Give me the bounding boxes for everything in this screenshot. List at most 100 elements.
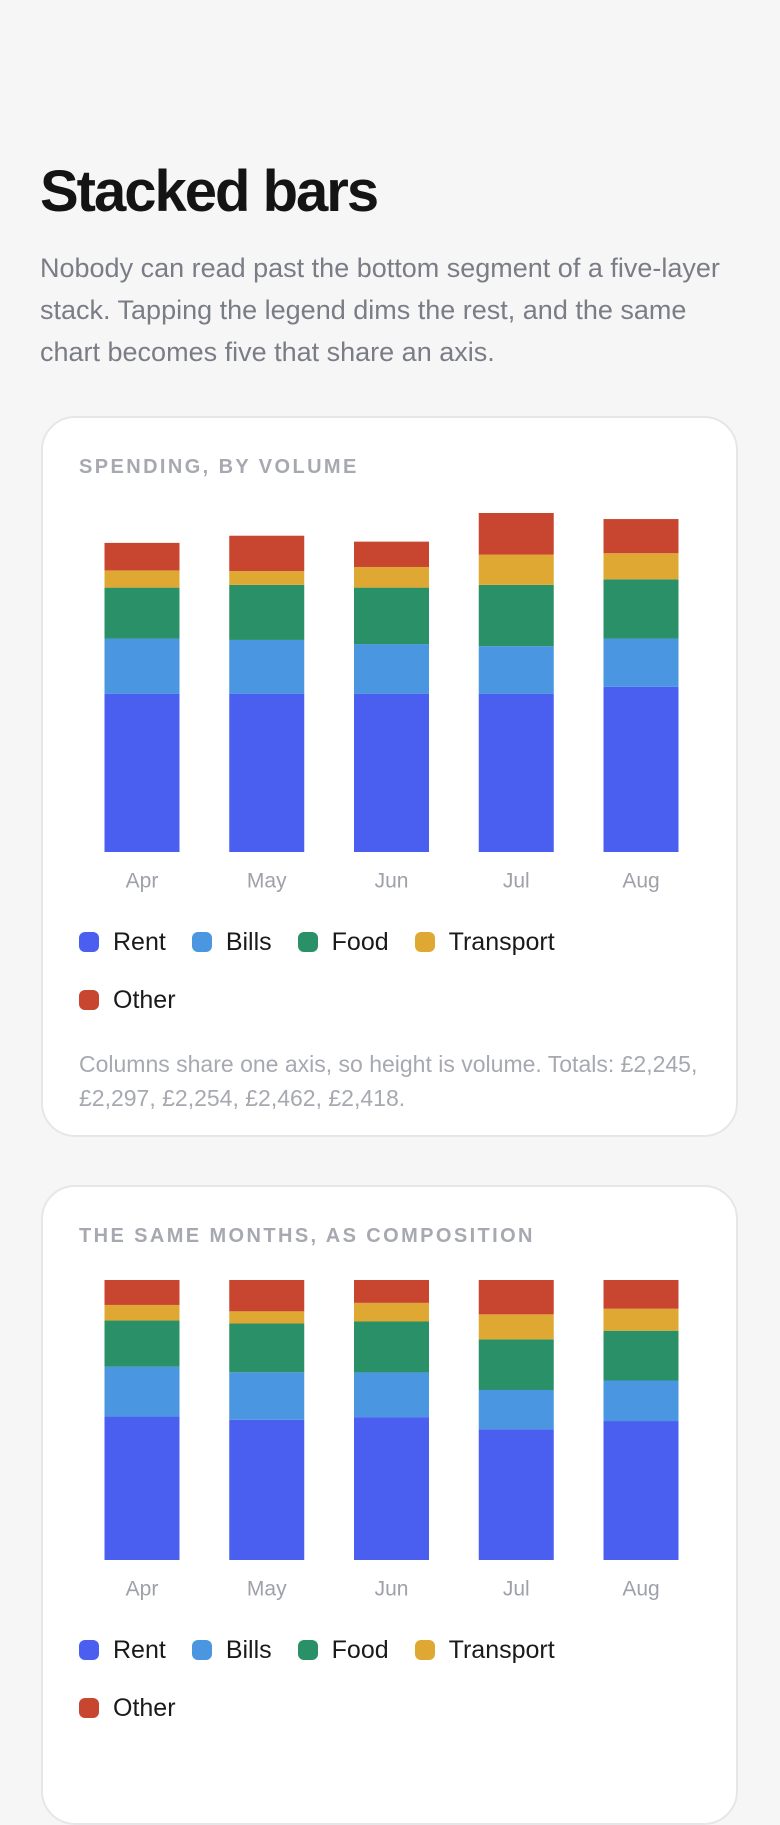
x-tick-label: Jul — [503, 870, 530, 893]
bar-segment — [603, 1280, 679, 1309]
legend-label: Rent — [113, 1635, 166, 1664]
bar-segment — [603, 519, 679, 554]
page-title: Stacked bars — [40, 159, 379, 224]
legend-swatch — [191, 1640, 212, 1660]
bar-segment — [229, 571, 305, 585]
legend-label: Other — [113, 985, 176, 1014]
legend-item[interactable]: Rent — [79, 927, 166, 957]
bar-segment — [354, 566, 429, 588]
bar-segment — [478, 1314, 554, 1340]
bar-segment — [478, 1280, 554, 1315]
bar-segment — [603, 579, 679, 639]
chart-card: SPENDING, BY VOLUME Apr May Jun Jul Aug Rent Bi… — [41, 416, 738, 1137]
legend-swatch — [191, 932, 212, 952]
bar-segment — [478, 1339, 554, 1390]
bar-segment — [104, 1416, 180, 1560]
bar-segment — [229, 1372, 305, 1420]
bar-segment — [478, 554, 554, 585]
legend-swatch — [297, 932, 318, 952]
bar-segment — [478, 1389, 554, 1430]
legend-swatch — [79, 1698, 99, 1718]
legend-swatch — [79, 990, 99, 1010]
chart: Apr May Jun Jul Aug — [104, 1280, 679, 1601]
bar-segment — [478, 513, 554, 555]
page: Stacked bars {"page": {"title": "Stacked… — [40, 159, 738, 1825]
chart-card: THE SAME MONTHS, AS COMPOSITION Apr May Jun… — [41, 1185, 738, 1825]
x-tick-label: Jun — [375, 870, 409, 893]
legend-label: Food — [331, 927, 389, 956]
x-tick-label: Jun — [375, 1578, 409, 1601]
bar-segment — [603, 638, 679, 687]
chart-title: THE SAME MONTHS, AS COMPOSITION — [79, 1225, 535, 1247]
x-tick-label: May — [247, 870, 287, 893]
bar-segment — [229, 1419, 305, 1560]
bar-segment — [354, 693, 429, 852]
bar-segment — [104, 1366, 180, 1417]
bar-segment — [478, 1429, 554, 1560]
x-tick-label: Aug — [622, 870, 659, 893]
bar-segment — [104, 1304, 180, 1321]
bar-segment — [354, 1321, 429, 1373]
legend-label: Food — [331, 1635, 389, 1664]
bar-segment — [603, 686, 679, 852]
legend-item[interactable]: Transport — [414, 1635, 555, 1665]
bar-segment — [603, 1380, 679, 1422]
bar-segment — [354, 541, 429, 567]
chart-title: SPENDING, BY VOLUME — [79, 456, 359, 478]
bar-segment — [478, 646, 554, 694]
bar-segment — [229, 535, 305, 572]
bar-segment — [354, 644, 429, 694]
x-tick-label: May — [247, 1578, 287, 1601]
legend-label: Bills — [225, 927, 272, 956]
bar-segment — [104, 638, 180, 694]
bar-segment — [354, 587, 429, 645]
bar-segment — [229, 1280, 305, 1312]
bar-segment — [229, 639, 305, 694]
legend-label: Transport — [448, 1635, 555, 1664]
bar-segment — [104, 570, 180, 588]
bar-segment — [478, 584, 554, 647]
chart: Apr May Jun Jul Aug — [104, 513, 679, 893]
legend-label: Rent — [113, 927, 166, 956]
page-description: Nobody can read past the bottom segment … — [40, 253, 720, 367]
x-tick-label: Apr — [126, 1578, 159, 1601]
legend-swatch — [79, 1640, 99, 1660]
legend-item[interactable]: Food — [297, 927, 389, 957]
bar-segment — [354, 1280, 429, 1303]
legend: Rent Bills Food Transport Other — [79, 927, 639, 1015]
bar-segment — [104, 1320, 180, 1367]
bar-segment — [229, 584, 305, 640]
bar-segment — [104, 1280, 180, 1305]
legend-item[interactable]: Rent — [79, 1635, 166, 1665]
legend-label: Other — [113, 1693, 176, 1722]
legend-label: Transport — [448, 927, 555, 956]
x-tick-label: Jul — [503, 1578, 530, 1601]
bar-segment — [354, 1302, 429, 1322]
legend-item[interactable]: Food — [297, 1635, 389, 1665]
bar-segment — [354, 1417, 429, 1560]
legend-swatch — [414, 1640, 435, 1660]
legend-label: Bills — [225, 1635, 272, 1664]
legend: Rent Bills Food Transport Other — [79, 1635, 639, 1723]
bar-segment — [229, 1311, 305, 1324]
bar-segment — [104, 542, 180, 571]
legend-item[interactable]: Transport — [414, 927, 555, 957]
legend-item[interactable]: Other — [79, 1693, 176, 1723]
bar-segment — [104, 587, 180, 639]
legend-swatch — [297, 1640, 318, 1660]
chart-caption: Columns share one axis, so height is vol… — [79, 1051, 698, 1111]
x-tick-label: Apr — [126, 870, 159, 893]
bar-segment — [603, 553, 679, 580]
bar-segment — [229, 1323, 305, 1373]
legend-item[interactable]: Bills — [191, 1635, 272, 1665]
bar-segment — [104, 693, 180, 852]
legend-item[interactable]: Other — [79, 985, 176, 1015]
page-body: Stacked bars Nobody can read past the bo… — [40, 159, 738, 1825]
bar-segment — [229, 693, 305, 852]
bar-segment — [603, 1308, 679, 1331]
legend-swatch — [414, 932, 435, 952]
legend-item[interactable]: Bills — [191, 927, 272, 957]
bar-segment — [354, 1372, 429, 1418]
x-tick-label: Aug — [622, 1578, 659, 1601]
bar-segment — [603, 1330, 679, 1381]
